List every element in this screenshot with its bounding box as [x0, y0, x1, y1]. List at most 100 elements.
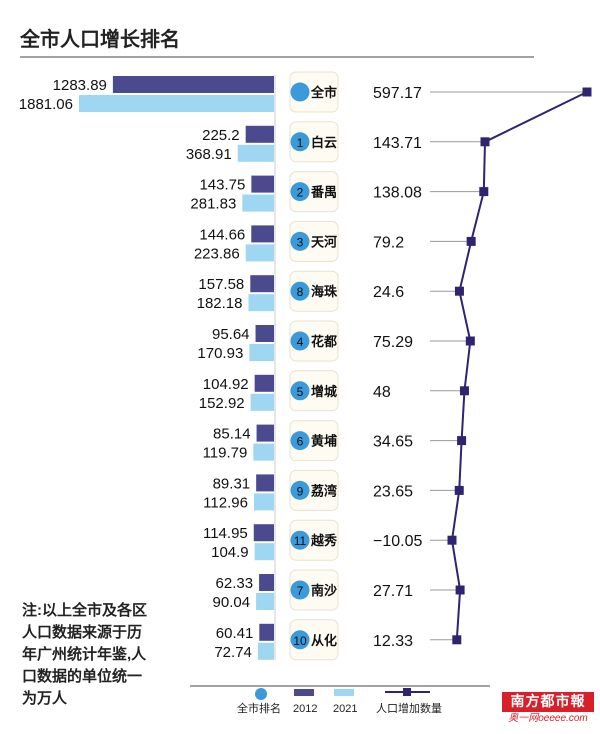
rank-dot	[290, 381, 310, 401]
increase-value: 138.08	[373, 185, 422, 202]
chart-title: 全市人口增长排名	[19, 27, 180, 51]
row-9: 114.95 104.9 11 越秀 −10.05	[203, 519, 452, 561]
bar-2012	[251, 225, 274, 243]
rank-number: 9	[297, 484, 304, 498]
bar-2012	[256, 474, 274, 492]
bar-2012	[255, 325, 274, 342]
rank-dot	[290, 630, 310, 650]
rank-number: 7	[297, 584, 304, 598]
label-2021: 112.96	[203, 494, 248, 511]
badge-box	[289, 270, 339, 312]
label-2021: 152.92	[199, 395, 245, 412]
source-note: 注:以上全市及各区人口数据来源于历年广州统计年鉴,人口数据的单位统一为万人	[22, 602, 147, 707]
increase-point	[479, 187, 489, 197]
category-label: 全市	[310, 85, 337, 100]
rows-layer: 1283.89 1881.06 全市 597.17 225.2 368.91 1 白云 143.…	[19, 71, 592, 661]
row-4: 157.58 182.18 8 海珠 24.6	[197, 270, 460, 312]
category-label: 从化	[311, 633, 337, 648]
label-2012: 1283.89	[53, 77, 107, 94]
rank-number: 8	[297, 285, 304, 299]
rank-dot	[290, 331, 310, 351]
category-label: 海珠	[311, 284, 338, 299]
badge-box	[289, 220, 339, 262]
label-2021: 1881.06	[19, 96, 73, 113]
bar-2012	[112, 76, 274, 93]
rank-dot	[290, 281, 310, 301]
category-label: 增城	[311, 384, 337, 399]
label-2021: 368.91	[186, 146, 232, 163]
legend-2021-swatch	[334, 689, 354, 696]
legend-increase-point	[403, 688, 411, 696]
badge-box	[289, 619, 339, 661]
bar-2021	[245, 244, 274, 262]
rank-number: 2	[297, 186, 304, 200]
badge-box	[289, 171, 339, 213]
increase-point	[454, 286, 464, 296]
increase-point	[454, 485, 464, 495]
rank-dot	[290, 580, 310, 600]
row-10: 62.33 90.04 7 南沙 27.71	[213, 569, 461, 611]
bar-2012	[259, 623, 274, 641]
label-2012: 225.2	[202, 127, 240, 144]
badge-box	[289, 71, 339, 113]
label-2012: 104.92	[203, 376, 249, 393]
rank-number: 1	[297, 136, 304, 150]
badge-box	[289, 420, 339, 462]
label-2021: 281.83	[190, 196, 236, 213]
label-2021: 72.74	[214, 644, 252, 661]
increase-value: 79.2	[373, 234, 404, 251]
row-5: 95.64 170.93 4 花都 75.29	[197, 320, 471, 362]
increase-point	[447, 535, 457, 545]
legend-rank-label: 全市排名	[237, 701, 281, 715]
rank-dot	[290, 82, 310, 102]
row-2: 143.75 281.83 2 番禺 138.08	[190, 171, 484, 213]
row-8: 89.31 112.96 9 荔湾 23.65	[203, 469, 460, 511]
category-label: 白云	[311, 135, 337, 150]
badge-box	[289, 569, 339, 611]
badge-box	[289, 370, 339, 412]
label-2021: 90.04	[213, 594, 251, 611]
rank-number: 5	[297, 385, 304, 399]
increase-value: 143.71	[373, 135, 422, 152]
publisher-logo: 南方都市報 奥一网oeeee.com	[502, 692, 594, 728]
bar-2012	[259, 574, 274, 591]
bar-2021	[256, 593, 274, 610]
increase-value: 23.65	[373, 483, 413, 500]
increase-value: 34.65	[373, 434, 413, 451]
category-label: 花都	[311, 334, 337, 349]
category-label: 黄埔	[311, 434, 337, 449]
increase-point	[465, 336, 475, 346]
legend: 全市排名 2012 2021 人口增加数量	[237, 688, 442, 715]
row-7: 85.14 119.79 6 黄埔 34.65	[203, 420, 462, 462]
bar-2012	[254, 374, 274, 392]
label-2021: 223.86	[194, 245, 240, 262]
label-2012: 62.33	[216, 575, 254, 592]
category-label: 越秀	[310, 533, 338, 548]
rank-dot	[290, 132, 310, 152]
category-label: 荔湾	[310, 483, 337, 498]
category-label: 南沙	[311, 583, 337, 598]
label-2021: 170.93	[197, 345, 243, 362]
increase-value: −10.05	[373, 533, 422, 550]
legend-2012-label: 2012	[293, 703, 317, 715]
rank-dot	[290, 480, 310, 500]
bar-2012	[251, 175, 274, 193]
legend-2012-swatch	[294, 689, 314, 696]
rank-number: 3	[297, 235, 304, 249]
increase-point	[466, 236, 476, 246]
increase-line	[450, 91, 588, 640]
legend-increase-label: 人口增加数量	[376, 701, 442, 715]
increase-value: 12.33	[373, 633, 413, 650]
badge-box	[289, 469, 339, 511]
label-2012: 144.66	[199, 226, 245, 243]
logo-mark: 南方都市報	[502, 692, 594, 712]
rank-dot	[290, 431, 310, 451]
label-2012: 157.58	[198, 276, 244, 293]
logo-sub: 奥一网oeeee.com	[508, 713, 588, 724]
label-2021: 119.79	[203, 445, 248, 462]
legend-rank-dot	[255, 688, 267, 700]
bar-2021	[248, 294, 274, 312]
bar-2012	[245, 125, 274, 143]
bar-2021	[249, 344, 274, 361]
